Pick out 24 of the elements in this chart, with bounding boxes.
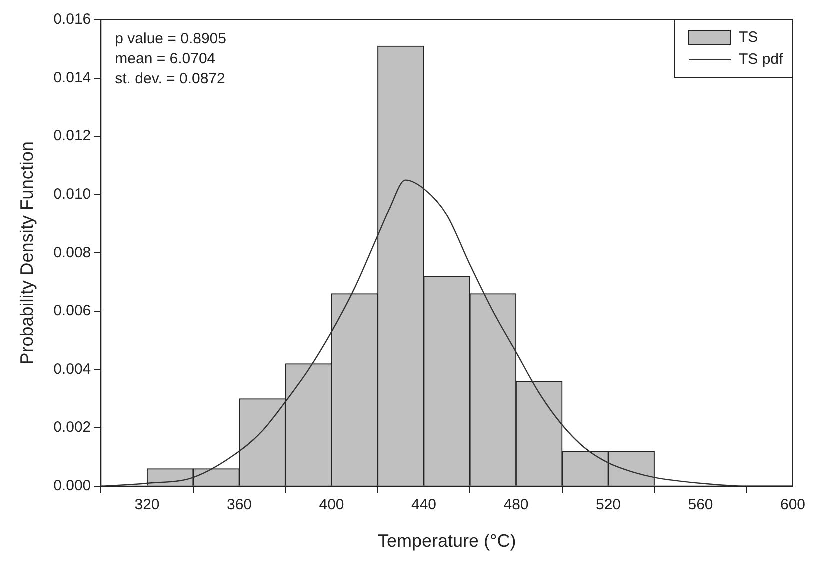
y-tick-label: 0.004 xyxy=(54,360,92,378)
y-tick-label: 0.016 xyxy=(54,11,92,28)
annotation: p value = 0.8905 xyxy=(115,30,226,48)
y-tick-label: 0.012 xyxy=(54,128,92,145)
x-tick-label: 600 xyxy=(780,496,806,514)
x-tick-label: 440 xyxy=(411,496,437,514)
x-tick-label: 320 xyxy=(134,496,160,514)
y-axis-title: Probability Density Function xyxy=(16,142,37,365)
y-tick-label: 0.002 xyxy=(54,419,92,436)
x-tick-label: 360 xyxy=(226,496,252,514)
x-axis-title: Temperature (°C) xyxy=(378,531,516,552)
annotation: mean = 6.0704 xyxy=(115,50,216,68)
legend-label: TS xyxy=(739,29,758,46)
y-tick-label: 0.000 xyxy=(54,478,92,495)
x-tick-label: 480 xyxy=(504,496,529,514)
y-tick-label: 0.010 xyxy=(54,186,92,204)
legend-label: TS pdf xyxy=(739,51,784,68)
y-tick-label: 0.014 xyxy=(54,69,92,86)
x-tick-label: 400 xyxy=(319,496,344,514)
x-tick-label: 560 xyxy=(688,496,714,514)
annotation: st. dev. = 0.0872 xyxy=(115,70,226,88)
y-tick-label: 0.006 xyxy=(54,302,92,320)
y-tick-label: 0.008 xyxy=(54,244,92,262)
x-tick-label: 520 xyxy=(596,496,622,514)
